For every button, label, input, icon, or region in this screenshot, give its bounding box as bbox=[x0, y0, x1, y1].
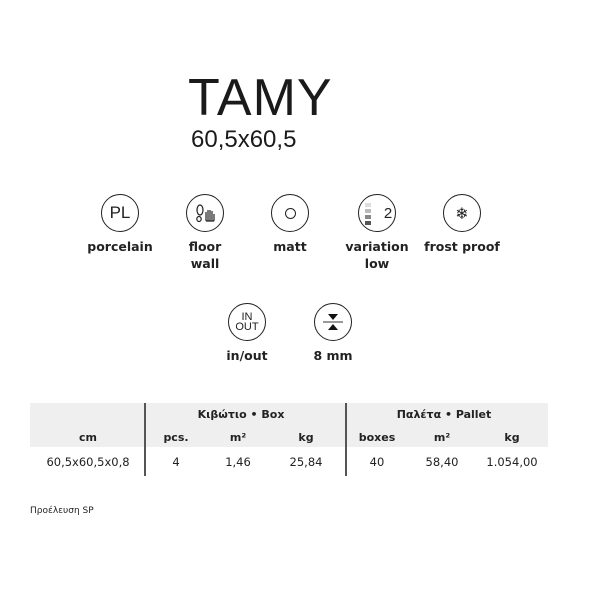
cell: 1,46 bbox=[225, 455, 251, 469]
variation-icon: 2 bbox=[358, 194, 396, 232]
pl-icon: PL bbox=[101, 194, 139, 232]
col-header: m² bbox=[229, 431, 247, 444]
feature-variation: 2 variation low bbox=[327, 194, 427, 272]
cell: 58,40 bbox=[425, 455, 459, 469]
col-header: cm bbox=[79, 431, 97, 444]
col-header: pcs. bbox=[163, 431, 189, 444]
feature-label: in/out bbox=[226, 348, 268, 363]
feature-porcelain: PL porcelain bbox=[70, 194, 170, 255]
cell: 25,84 bbox=[289, 455, 323, 469]
feature-frost-proof: ❄ frost proof bbox=[412, 194, 512, 255]
thickness-icon bbox=[314, 303, 352, 341]
feature-thickness: 8 mm bbox=[283, 303, 383, 364]
feature-floor-wall: floor wall bbox=[155, 194, 255, 272]
cell: 1.054,00 bbox=[486, 455, 538, 469]
feature-label: 8 mm bbox=[313, 348, 353, 363]
matt-circle-icon bbox=[271, 194, 309, 232]
col-header: boxes bbox=[358, 431, 396, 444]
in-text: IN bbox=[241, 311, 253, 323]
out-text: OUT bbox=[235, 321, 259, 333]
origin-note: Προέλευση SP bbox=[30, 506, 94, 516]
divider bbox=[144, 403, 146, 476]
feature-matt: matt bbox=[240, 194, 340, 255]
feature-label: frost proof bbox=[424, 239, 500, 254]
cell: 60,5x60,5x0,8 bbox=[46, 455, 130, 469]
foot-hand-icon bbox=[186, 194, 224, 232]
feature-label: porcelain bbox=[87, 239, 153, 254]
divider bbox=[345, 403, 347, 476]
table-header-band bbox=[30, 403, 548, 447]
feature-label: variation bbox=[345, 239, 409, 254]
col-header: kg bbox=[504, 431, 520, 444]
cell: 4 bbox=[172, 455, 180, 469]
snowflake-icon: ❄ bbox=[443, 194, 481, 232]
feature-label-2: low bbox=[364, 256, 390, 271]
variation-level: 2 bbox=[383, 204, 393, 222]
product-size: 60,5x60,5 bbox=[191, 126, 297, 153]
group-box: Κιβώτιο • Box bbox=[197, 408, 285, 421]
col-header: kg bbox=[298, 431, 314, 444]
pl-icon-text: PL bbox=[109, 203, 131, 222]
product-name: TAMY bbox=[188, 69, 333, 127]
cell: 40 bbox=[369, 455, 385, 469]
in-out-icon: IN OUT bbox=[228, 303, 266, 341]
col-header: m² bbox=[433, 431, 451, 444]
feature-label-2: wall bbox=[190, 256, 220, 271]
feature-label: floor bbox=[188, 239, 222, 254]
feature-label: matt bbox=[273, 239, 307, 254]
feature-in-out: IN OUT in/out bbox=[197, 303, 297, 364]
group-pallet: Παλέτα • Pallet bbox=[396, 408, 492, 421]
